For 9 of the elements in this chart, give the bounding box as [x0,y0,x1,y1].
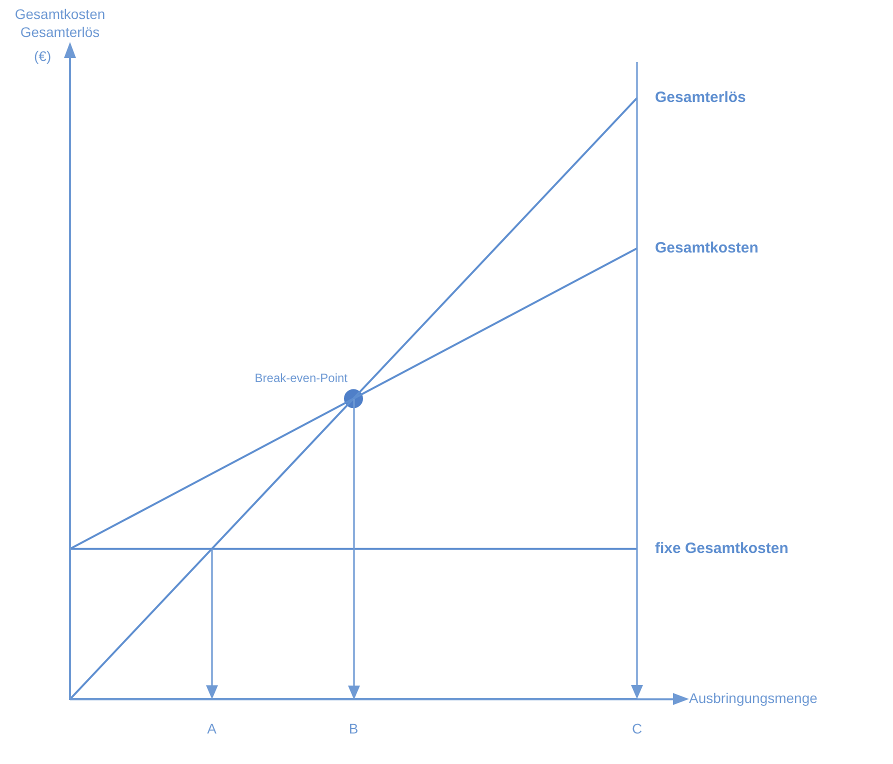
x-tick-label: A [207,720,218,736]
series-label: fixe Gesamtkosten [655,540,788,558]
y-axis-title: Gesamtkosten Gesamterlös (€) [14,6,106,64]
annotation: Break-even-Point [254,370,348,385]
series-label: Gesamtkosten [655,239,758,256]
series-label: Gesamterlös [655,89,746,106]
x-axis-title: Ausbringungsmenge [689,690,818,706]
x-tick-label: B [348,720,358,736]
x-tick-label: C [632,720,642,736]
